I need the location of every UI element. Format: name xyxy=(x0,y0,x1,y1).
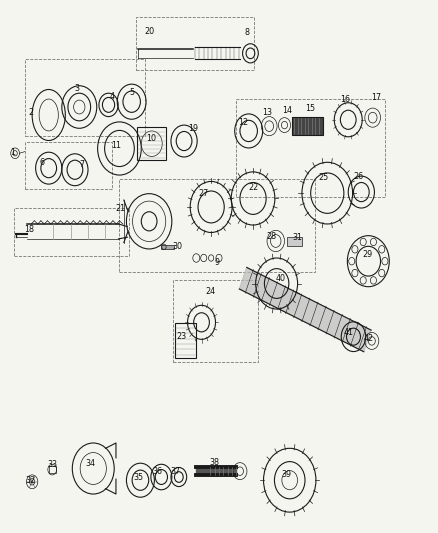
Text: 20: 20 xyxy=(144,27,154,36)
Text: 3: 3 xyxy=(74,84,80,93)
Polygon shape xyxy=(239,268,371,352)
Bar xyxy=(175,324,196,358)
Text: 33: 33 xyxy=(47,461,57,469)
Text: 21: 21 xyxy=(116,204,126,213)
Text: 4: 4 xyxy=(110,92,114,101)
Bar xyxy=(138,127,166,160)
Text: 39: 39 xyxy=(282,471,292,479)
Text: 27: 27 xyxy=(198,189,209,198)
Text: 24: 24 xyxy=(205,287,215,296)
Text: 10: 10 xyxy=(146,134,156,143)
Text: 7: 7 xyxy=(79,160,84,169)
Text: 17: 17 xyxy=(371,93,381,102)
Text: 32: 32 xyxy=(25,476,35,484)
Text: 30: 30 xyxy=(173,243,183,252)
Text: 2: 2 xyxy=(29,108,34,117)
Text: 29: 29 xyxy=(362,251,373,260)
Text: 12: 12 xyxy=(238,118,248,127)
Bar xyxy=(119,179,315,272)
Bar xyxy=(25,142,112,189)
Text: 42: 42 xyxy=(364,334,374,343)
Text: 26: 26 xyxy=(353,172,364,181)
Bar xyxy=(25,59,145,136)
Bar xyxy=(173,280,258,362)
Bar xyxy=(136,17,254,70)
Bar xyxy=(49,466,56,473)
Text: 23: 23 xyxy=(177,332,187,341)
Text: 8: 8 xyxy=(245,28,250,37)
Text: 11: 11 xyxy=(111,141,121,150)
Text: 19: 19 xyxy=(188,124,198,133)
Text: 36: 36 xyxy=(152,467,162,475)
Bar xyxy=(237,99,385,197)
Text: 14: 14 xyxy=(282,106,292,115)
Text: 18: 18 xyxy=(24,225,34,234)
Text: 28: 28 xyxy=(266,232,276,241)
Text: 6: 6 xyxy=(40,158,45,167)
Text: 37: 37 xyxy=(170,467,180,475)
Text: 34: 34 xyxy=(85,459,95,467)
Text: 9: 9 xyxy=(214,258,219,266)
Text: 5: 5 xyxy=(129,87,134,96)
Text: 1: 1 xyxy=(11,148,15,157)
Text: 22: 22 xyxy=(249,183,259,192)
Text: 15: 15 xyxy=(306,103,316,112)
Bar xyxy=(287,237,302,246)
Text: 25: 25 xyxy=(319,173,329,182)
Text: 38: 38 xyxy=(210,458,219,466)
Text: 13: 13 xyxy=(262,108,272,117)
Text: 35: 35 xyxy=(133,473,143,482)
Text: 40: 40 xyxy=(275,273,285,282)
Text: 31: 31 xyxy=(293,233,303,242)
Bar xyxy=(14,208,130,256)
Bar xyxy=(292,117,323,135)
Text: 41: 41 xyxy=(344,328,354,337)
Bar xyxy=(161,245,174,249)
Text: 16: 16 xyxy=(341,94,350,103)
